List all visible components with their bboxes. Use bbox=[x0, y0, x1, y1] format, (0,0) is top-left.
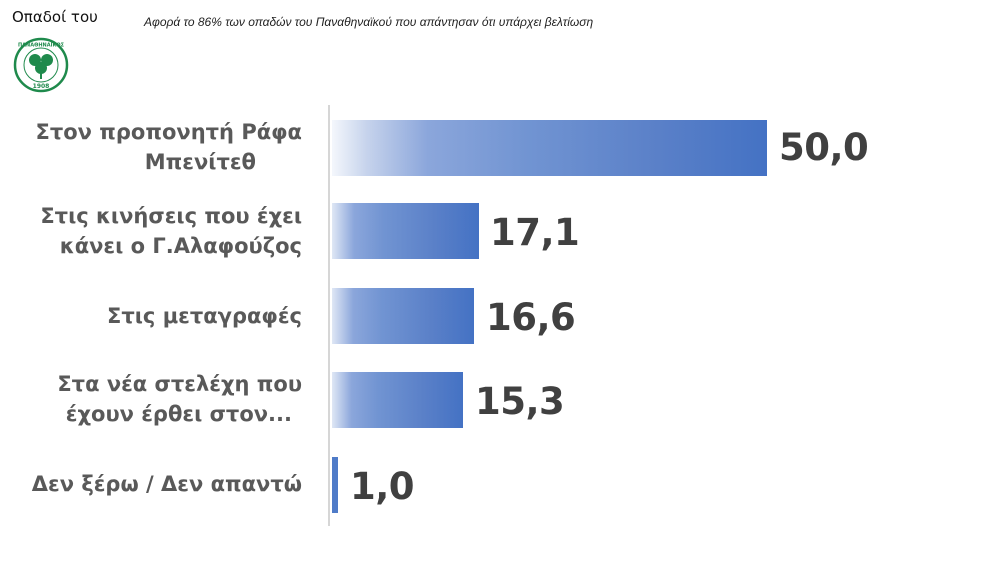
value-label: 1,0 bbox=[350, 465, 415, 508]
panathinaikos-clover-logo-icon: ΠΑΝΑΘΗΝΑΪΚΟΣ 1908 bbox=[13, 37, 69, 93]
category-label: Δεν ξέρω / Δεν απαντώ bbox=[31, 472, 302, 496]
category-label: Στις κινήσεις που έχει κάνει ο Γ.Αλαφούζ… bbox=[40, 204, 302, 258]
bar-benitez bbox=[332, 120, 767, 176]
category-label: Στις μεταγραφές bbox=[107, 304, 302, 328]
value-label: 16,6 bbox=[486, 296, 576, 339]
bar-transfers bbox=[332, 288, 474, 344]
svg-text:ΠΑΝΑΘΗΝΑΪΚΟΣ: ΠΑΝΑΘΗΝΑΪΚΟΣ bbox=[18, 42, 65, 49]
value-label: 17,1 bbox=[490, 211, 580, 254]
chart-subtitle: Αφορά το 86% των οπαδών του Παναθηναϊκού… bbox=[144, 15, 594, 29]
chart-title: Οπαδοί του bbox=[12, 8, 98, 26]
bar-new-staff bbox=[332, 372, 463, 428]
svg-text:1908: 1908 bbox=[33, 83, 50, 90]
category-label: Στα νέα στελέχη που έχουν έρθει στον... bbox=[57, 372, 302, 426]
value-label: 15,3 bbox=[475, 380, 565, 423]
bar-alafouzos bbox=[332, 203, 479, 259]
bar-dont-know bbox=[332, 457, 338, 513]
value-label: 50,0 bbox=[779, 126, 869, 169]
category-axis-line bbox=[328, 105, 330, 526]
category-label: Στον προπονητή Ράφα Μπενίτεθ bbox=[35, 120, 303, 174]
